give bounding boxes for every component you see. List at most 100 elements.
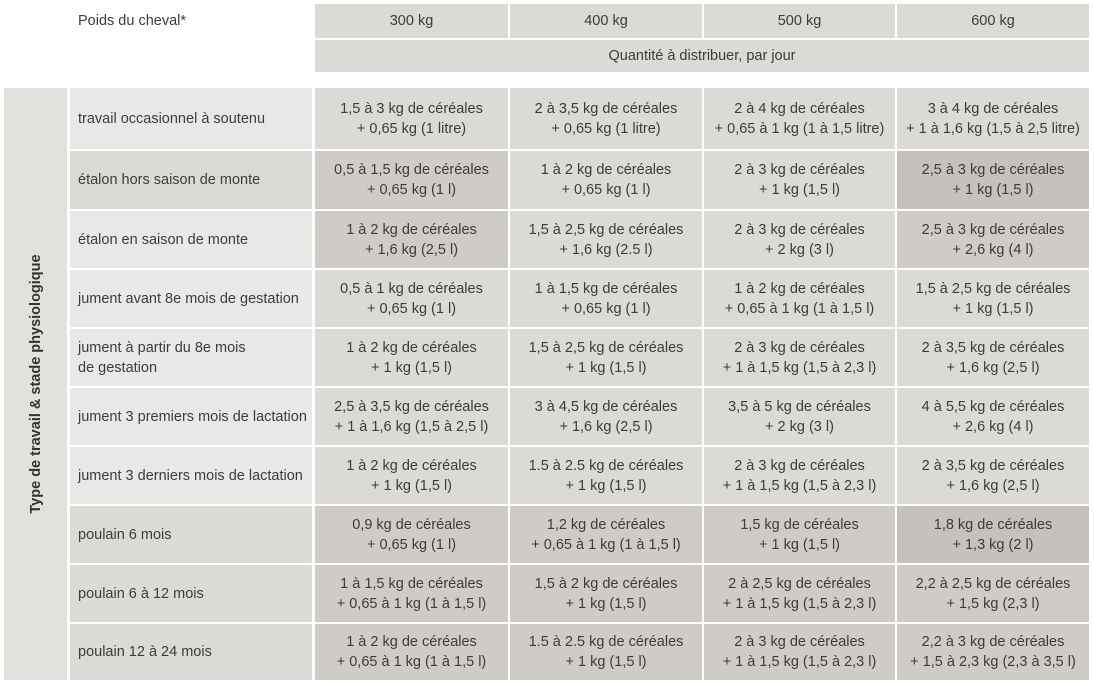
table-cell: 2 à 3 kg de céréales + 1 à 1,5 kg (1,5 à …: [704, 329, 895, 386]
cereal-amount: 1 à 2 kg de céréales: [734, 280, 865, 297]
cereal-amount: 2,2 à 2,5 kg de céréales: [915, 575, 1071, 592]
table-cell: 2 à 4 kg de céréales + 0,65 à 1 kg (1 à 1…: [704, 88, 895, 149]
cereal-amount: 3,5 à 5 kg de céréales: [728, 398, 871, 415]
row-label-text: étalon hors saison de monte: [78, 172, 261, 188]
cereal-amount: 1,5 à 2,5 kg de céréales: [528, 221, 684, 238]
row-label: jument 3 derniers mois de lactation: [70, 447, 312, 504]
cereal-amount: 2 à 2,5 kg de céréales: [728, 575, 871, 592]
cereal-amount: 1,5 à 2 kg de céréales: [534, 575, 678, 592]
cereal-amount: 1,2 kg de céréales: [546, 516, 666, 533]
table-cell: 1,5 à 2 kg de céréales + 1 kg (1,5 l): [510, 565, 702, 622]
table-cell: 3 à 4,5 kg de céréales + 1,6 kg (2,5 l): [510, 388, 702, 445]
row-label-text: jument 3 derniers mois de lactation: [78, 467, 303, 484]
cereal-amount: 0,9 kg de céréales: [352, 516, 471, 533]
table-cell: 2 à 3 kg de céréales + 1 à 1,5 kg (1,5 à …: [704, 447, 895, 504]
table-cell: 1 à 2 kg de céréales + 0,65 à 1 kg (1 à 1…: [704, 270, 895, 327]
supplement-amount: + 1 kg (1,5 l): [952, 300, 1034, 317]
supplement-amount: + 0,65 kg (1 l): [366, 182, 457, 198]
row-label: jument 3 premiers mois de lactation: [70, 388, 312, 445]
table-cell: 2,5 à 3,5 kg de céréales + 1 à 1,6 kg (1,…: [315, 388, 508, 445]
supplement-amount: + 1 kg (1,5 l): [952, 182, 1034, 198]
cereal-amount: 1,8 kg de céréales: [933, 516, 1053, 533]
cereal-amount: 2,5 à 3 kg de céréales: [921, 162, 1065, 178]
row-label: travail occasionnel à soutenu: [70, 88, 312, 149]
table-cell: 2 à 3 kg de céréales + 1 kg (1,5 l): [704, 151, 895, 209]
cereal-amount: 2 à 3 kg de céréales: [734, 634, 865, 650]
table-cell: 2 à 3,5 kg de céréales + 1,6 kg (2,5 l): [897, 447, 1089, 504]
cereal-amount: 2,5 à 3 kg de céréales: [921, 221, 1065, 238]
cereal-amount: 2 à 3,5 kg de céréales: [534, 100, 678, 117]
table-cell: 1.5 à 2.5 kg de céréales + 1 kg (1,5 l): [510, 624, 702, 680]
cereal-amount: 1 à 2 kg de céréales: [346, 221, 477, 238]
supplement-amount: + 0,65 kg (1 l): [561, 300, 651, 317]
row-label-text: jument à partir du 8e mois: [78, 339, 246, 356]
row-label-text: étalon en saison de monte: [78, 231, 249, 248]
table-cell: 1,5 kg de céréales + 1 kg (1,5 l): [704, 506, 895, 563]
supplement-amount: + 1,5 kg (2,3 l): [946, 595, 1040, 612]
row-label: poulain 6 mois: [70, 506, 312, 563]
cereal-amount: 1 à 1,5 kg de céréales: [534, 280, 678, 297]
table-cell: 1,8 kg de céréales + 1,3 kg (2 l): [897, 506, 1089, 563]
table-cell: 2 à 3,5 kg de céréales + 1,6 kg (2,5 l): [897, 329, 1089, 386]
cereal-amount: 1.5 à 2.5 kg de céréales: [528, 634, 684, 650]
supplement-amount: + 1 kg (1,5 l): [371, 477, 452, 494]
supplement-amount: + 0,65 à 1 kg (1 à 1,5 litre): [714, 120, 885, 137]
row-label-text-line2: de gestation: [78, 359, 158, 376]
table-cell: 1 à 1,5 kg de céréales + 0,65 à 1 kg (1 à…: [315, 565, 508, 622]
table-cell: 1,2 kg de céréales + 0,65 à 1 kg (1 à 1,5…: [510, 506, 702, 563]
supplement-amount: + 1 kg (1,5 l): [759, 182, 840, 198]
row-label-text: travail occasionnel à soutenu: [78, 110, 266, 127]
supplement-amount: + 1 à 1,5 kg (1,5 à 2,3 l): [722, 654, 877, 670]
supplement-amount: + 1,6 kg (2.5 l): [559, 241, 653, 258]
supplement-amount: + 0,65 à 1 kg (1 à 1,5 l): [336, 595, 487, 612]
cereal-amount: 2,2 à 3 kg de céréales: [921, 634, 1065, 650]
cereal-amount: 1 à 1,5 kg de céréales: [340, 575, 483, 592]
row-label: poulain 6 à 12 mois: [70, 565, 312, 622]
supplement-amount: + 1 à 1,5 kg (1,5 à 2,3 l): [722, 477, 877, 494]
table-cell: 2 à 3 kg de céréales + 1 à 1,5 kg (1,5 à …: [704, 624, 895, 680]
table-cell: 1 à 2 kg de céréales + 1 kg (1,5 l): [315, 447, 508, 504]
supplement-amount: + 1 kg (1,5 l): [371, 359, 452, 376]
supplement-amount: + 1 kg (1,5 l): [565, 595, 647, 612]
table-cell: 0,9 kg de céréales + 0,65 kg (1 l): [315, 506, 508, 563]
table-cell: 2,5 à 3 kg de céréales + 2,6 kg (4 l): [897, 211, 1089, 268]
supplement-amount: + 0,65 à 1 kg (1 à 1,5 l): [724, 300, 875, 317]
row-label: jument à partir du 8e mois de gestation: [70, 329, 312, 386]
supplement-amount: + 1,6 kg (2,5 l): [364, 241, 459, 258]
row-group-sidebar: Type de travail & stade physiologique: [4, 88, 67, 680]
cereal-amount: 0,5 à 1 kg de céréales: [340, 280, 483, 297]
supplement-amount: + 1 à 1,5 kg (1,5 à 2,3 l): [722, 359, 877, 376]
supplement-amount: + 2,6 kg (4 l): [952, 418, 1034, 435]
supplement-amount: + 0,65 à 1 kg (1 à 1,5 l): [336, 654, 487, 670]
cereal-amount: 1,5 à 2,5 kg de céréales: [915, 280, 1071, 297]
table-cell: 3 à 4 kg de céréales + 1 à 1,6 kg (1,5 à …: [897, 88, 1089, 149]
table-cell: 1,5 à 2,5 kg de céréales + 1,6 kg (2.5 l): [510, 211, 702, 268]
table-cell: 2,5 à 3 kg de céréales + 1 kg (1,5 l): [897, 151, 1089, 209]
cereal-amount: 2 à 3 kg de céréales: [734, 339, 865, 356]
supplement-amount: + 1,6 kg (2,5 l): [946, 477, 1040, 494]
table-cell: 1,5 à 2,5 kg de céréales + 1 kg (1,5 l): [510, 329, 702, 386]
supplement-amount: + 0,65 kg (1 litre): [356, 120, 467, 137]
cereal-amount: 2,5 à 3,5 kg de céréales: [334, 398, 489, 415]
supplement-amount: + 1 kg (1,5 l): [565, 654, 647, 670]
supplement-amount: + 2,6 kg (4 l): [952, 241, 1034, 258]
cereal-amount: 1 à 2 kg de céréales: [346, 634, 477, 650]
table-cell: 4 à 5,5 kg de céréales + 2,6 kg (4 l): [897, 388, 1089, 445]
supplement-amount: + 1 à 1,6 kg (1,5 à 2,5 l): [334, 418, 489, 435]
table-cell: 2,2 à 3 kg de céréales + 1,5 à 2,3 kg (2,…: [897, 624, 1089, 680]
weight-header-label: Poids du cheval*: [78, 13, 187, 29]
cereal-amount: 1 à 2 kg de céréales: [346, 457, 477, 474]
cereal-amount: 2 à 3 kg de céréales: [734, 221, 865, 238]
sidebar-label: Type de travail & stade physiologique: [27, 254, 44, 514]
cereal-amount: 1 à 2 kg de céréales: [540, 162, 672, 178]
row-label: jument avant 8e mois de gestation: [70, 270, 312, 327]
cereal-amount: 1,5 à 2,5 kg de céréales: [528, 339, 684, 356]
cereal-amount: 2 à 4 kg de céréales: [734, 100, 865, 117]
supplement-amount: + 1 kg (1,5 l): [759, 536, 840, 553]
table-cell: 2 à 3 kg de céréales + 2 kg (3 l): [704, 211, 895, 268]
row-label-text: jument 3 premiers mois de lactation: [78, 408, 307, 425]
supplement-amount: + 1 à 1,5 kg (1,5 à 2,3 l): [722, 595, 877, 612]
cereal-amount: 2 à 3,5 kg de céréales: [921, 339, 1065, 356]
table-cell: 0,5 à 1,5 kg de céréales + 0,65 kg (1 l): [315, 151, 508, 209]
table-cell: 1 à 2 kg de céréales + 0,65 kg (1 l): [510, 151, 702, 209]
